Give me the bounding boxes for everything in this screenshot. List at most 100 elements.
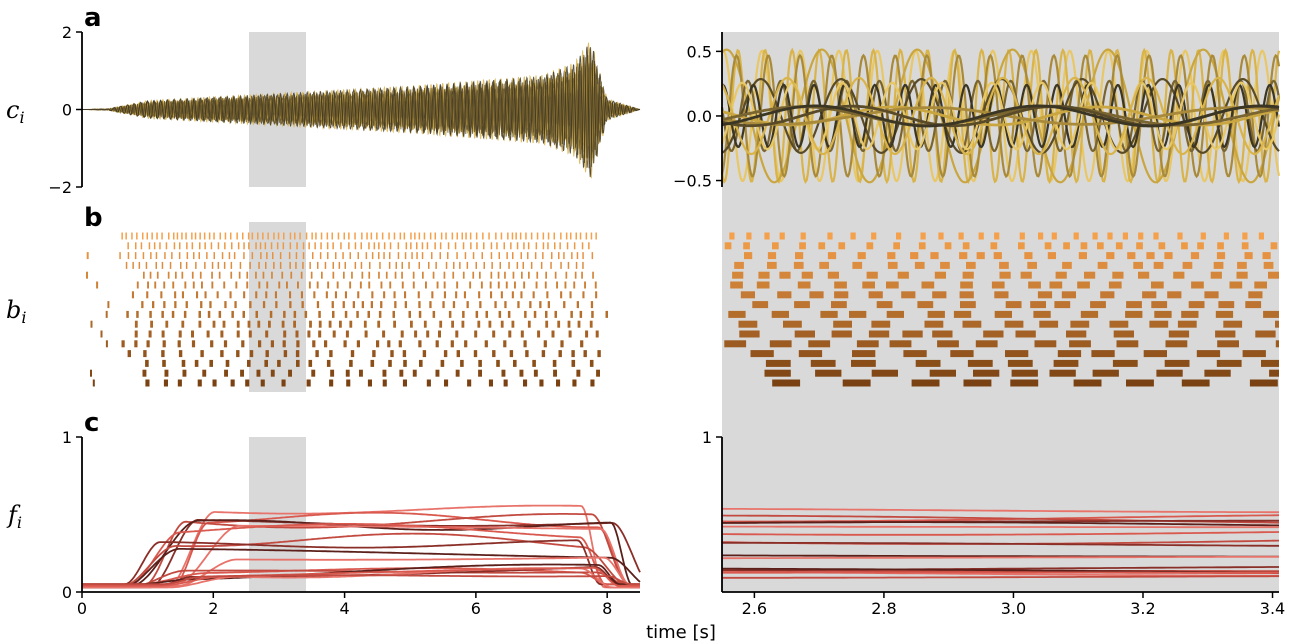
b-burst-left-r2: [260, 252, 262, 260]
b-burst-right-r7: [1054, 301, 1071, 309]
b-burst-left-r2: [349, 252, 351, 260]
b-burst-left-r11: [560, 340, 564, 348]
b-burst-right-r7: [917, 301, 934, 309]
b-burst-right-r0: [800, 232, 806, 240]
b-burst-left-r8: [161, 310, 164, 318]
b-burst-left-r1: [470, 242, 472, 250]
c-right-ytick-label-0: 1: [702, 428, 712, 447]
b-burst-left-r2: [243, 252, 245, 260]
b-burst-right-r13: [1112, 359, 1138, 367]
b-burst-left-r10: [400, 330, 404, 338]
b-burst-right-r11: [1165, 340, 1188, 348]
b-burst-right-r0: [978, 232, 984, 240]
b-burst-left-r6: [300, 291, 303, 299]
b-burst-left-r3: [408, 261, 410, 269]
b-burst-left-r14: [202, 369, 207, 377]
b-burst-left-r0: [482, 232, 484, 240]
b-burst-left-r8: [183, 310, 187, 318]
f-trace-left-14: [82, 563, 640, 586]
b-burst-right-r0: [1258, 232, 1264, 240]
b-burst-left-r5: [368, 281, 371, 289]
b-burst-left-r6: [196, 291, 199, 299]
b-burst-right-r1: [1197, 242, 1204, 250]
b-burst-left-r8: [485, 310, 488, 318]
b-burst-left-r15: [329, 379, 334, 387]
b-burst-right-r1: [1181, 242, 1188, 250]
b-burst-right-r5: [1077, 281, 1090, 289]
b-burst-left-r5: [154, 281, 157, 289]
b-burst-left-r11: [210, 340, 214, 348]
b-burst-left-r3: [302, 261, 304, 269]
b-burst-left-r2: [520, 252, 522, 260]
b-burst-right-r12: [750, 350, 774, 358]
b-burst-right-r3: [940, 261, 950, 269]
b-burst-left-r6: [255, 291, 258, 299]
b-burst-left-r0: [525, 232, 527, 240]
b-burst-right-r4: [866, 271, 878, 279]
b-burst-left-r6: [371, 291, 374, 299]
b-burst-left-r4: [230, 271, 233, 279]
b-burst-left-r0: [475, 232, 478, 240]
b-burst-left-r15: [367, 379, 372, 387]
b-burst-left-r5: [163, 281, 166, 289]
b-burst-left-r14: [240, 369, 244, 377]
b-burst-left-r0: [236, 232, 238, 240]
c-trace-left-13: [82, 46, 641, 178]
b-burst-right-r14: [1011, 369, 1038, 377]
b-burst-left-r2: [416, 252, 418, 260]
b-burst-right-r0: [1223, 232, 1229, 240]
b-burst-left-r1: [421, 242, 424, 250]
b-burst-left-r0: [515, 232, 517, 240]
b-burst-left-r2: [512, 252, 514, 260]
b-burst-left-r15: [92, 379, 95, 387]
b-burst-left-r8: [432, 310, 436, 318]
b-burst-left-r9: [309, 320, 312, 328]
b-burst-left-r9: [281, 320, 285, 328]
b-burst-left-r0: [445, 232, 447, 240]
c-trace-left-12: [82, 48, 641, 169]
b-burst-right-r9: [738, 320, 758, 328]
b-burst-left-r7: [224, 301, 227, 309]
b-burst-left-r6: [417, 291, 420, 299]
b-burst-left-r1: [368, 242, 370, 250]
b-burst-right-r4: [732, 271, 744, 279]
b-burst-right-r14: [1156, 369, 1183, 377]
b-burst-right-r5: [862, 281, 875, 289]
b-burst-left-r5: [235, 281, 238, 289]
b-burst-left-r5: [584, 281, 586, 289]
b-burst-left-r1: [527, 242, 530, 250]
f-trace-left-8: [82, 539, 640, 586]
b-burst-left-r3: [332, 261, 334, 269]
b-burst-left-r6: [393, 291, 396, 299]
b-burst-left-r8: [392, 310, 395, 318]
b-burst-right-r15: [1249, 379, 1278, 387]
b-burst-left-r6: [289, 291, 292, 299]
b-burst-left-r11: [464, 340, 468, 348]
b-burst-left-r7: [234, 301, 237, 309]
c-left-ytick-label-1: 1: [62, 428, 72, 447]
b-burst-left-r2: [198, 252, 200, 260]
b-burst-left-r9: [181, 320, 185, 328]
b-burst-left-r9: [328, 320, 332, 328]
b-burst-right-r6: [1142, 291, 1157, 299]
b-burst-left-r3: [324, 261, 327, 269]
b-burst-left-r3: [530, 261, 533, 269]
b-burst-left-r11: [356, 340, 360, 348]
b-burst-right-r0: [958, 232, 964, 240]
b-burst-left-r9: [134, 320, 138, 328]
b-burst-left-r0: [125, 232, 127, 240]
b-burst-left-r13: [403, 359, 407, 367]
b-burst-left-r6: [146, 291, 149, 299]
b-burst-left-r5: [443, 281, 446, 289]
b-burst-left-r5: [505, 281, 508, 289]
b-burst-left-r0: [451, 232, 454, 240]
b-burst-left-r7: [301, 301, 304, 309]
b-burst-left-r8: [475, 310, 479, 318]
b-burst-right-r7: [1126, 301, 1142, 309]
b-burst-left-r14: [478, 369, 482, 377]
b-burst-right-r1: [1158, 242, 1166, 250]
b-burst-right-r8: [728, 310, 746, 318]
b-burst-left-r13: [419, 359, 423, 367]
b-burst-right-r11: [975, 340, 998, 348]
b-burst-left-r15: [306, 379, 311, 387]
